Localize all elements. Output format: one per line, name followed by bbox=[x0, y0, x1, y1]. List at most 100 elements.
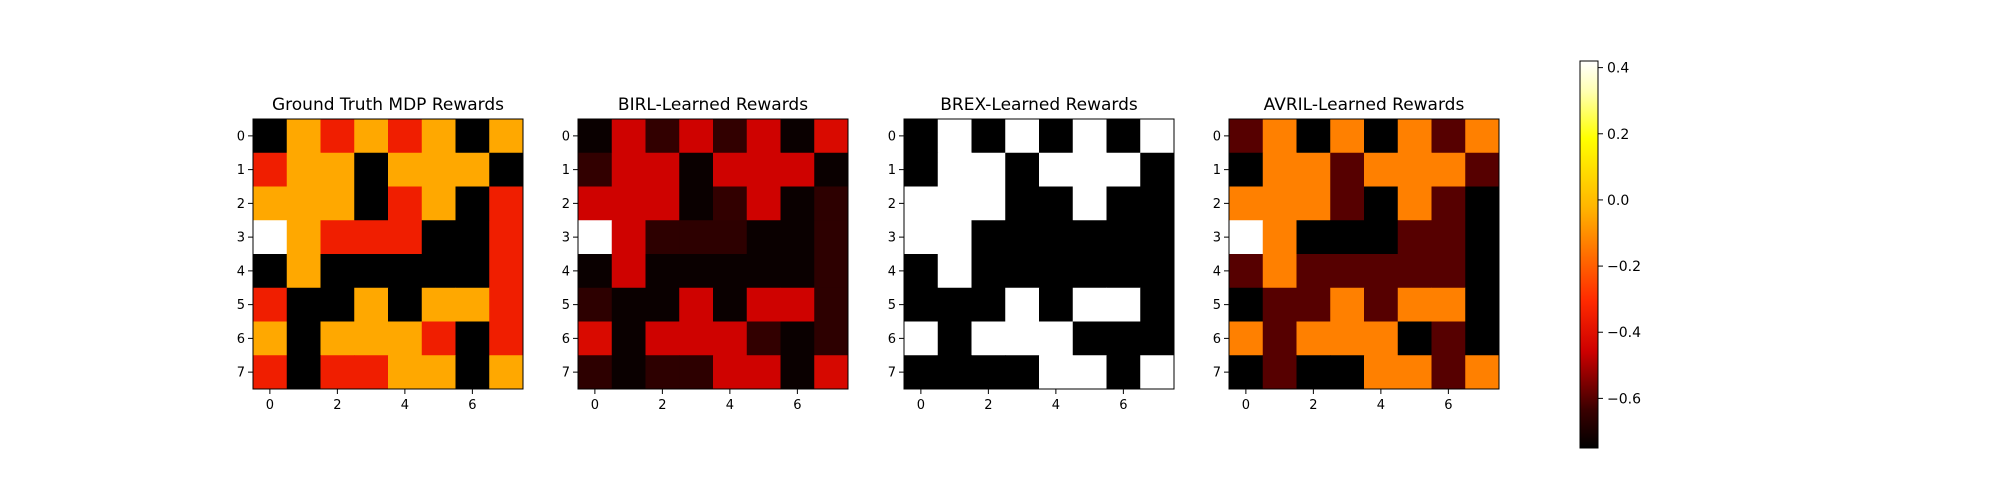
x-tick-label: 0 bbox=[917, 398, 925, 413]
heatmap-cell bbox=[679, 220, 714, 255]
heatmap-cell bbox=[1229, 186, 1264, 221]
heatmap-cell bbox=[455, 186, 490, 221]
colorbar-tick-label: −0.4 bbox=[1607, 325, 1641, 341]
heatmap-cell bbox=[645, 321, 680, 356]
heatmap-panel: AVRIL-Learned Rewards 0 2 4 6 0 1 2 3 4 5 6 7 bbox=[1213, 95, 1500, 413]
heatmap-cell bbox=[679, 254, 714, 289]
heatmap-cell bbox=[1397, 186, 1432, 221]
heatmap-cell bbox=[1330, 220, 1365, 255]
x-tick-label: 4 bbox=[401, 398, 409, 413]
heatmap-cell bbox=[455, 287, 490, 322]
heatmap-cell bbox=[286, 355, 321, 390]
heatmap-cell bbox=[904, 119, 939, 154]
heatmap-cell bbox=[421, 287, 456, 322]
y-tick-label: 6 bbox=[1213, 332, 1221, 347]
x-tick-label: 6 bbox=[468, 398, 476, 413]
heatmap-cell bbox=[1005, 186, 1040, 221]
heatmap-cell bbox=[1140, 152, 1175, 187]
heatmap-cell bbox=[746, 254, 781, 289]
heatmap-cell bbox=[489, 254, 524, 289]
y-tick-label: 6 bbox=[237, 332, 245, 347]
heatmap-cell bbox=[780, 355, 815, 390]
y-tick-label: 0 bbox=[562, 129, 570, 144]
heatmap-cell bbox=[388, 186, 423, 221]
heatmap-cell bbox=[1005, 355, 1040, 390]
heatmap-cell bbox=[1229, 321, 1264, 356]
heatmap-cell bbox=[320, 287, 355, 322]
heatmap-cell bbox=[388, 321, 423, 356]
heatmap-cell bbox=[780, 152, 815, 187]
y-tick-label: 0 bbox=[1213, 129, 1221, 144]
y-tick-label: 3 bbox=[562, 231, 570, 246]
axes-frame bbox=[252, 118, 524, 390]
heatmap-cell bbox=[455, 220, 490, 255]
heatmap-cell bbox=[1229, 287, 1264, 322]
heatmap-panel: BREX-Learned Rewards 0 2 4 6 0 1 2 3 4 5 6 7 bbox=[888, 95, 1175, 413]
heatmap-cell bbox=[1106, 254, 1141, 289]
heatmap-cell bbox=[253, 152, 288, 187]
heatmap-cell bbox=[1005, 152, 1040, 187]
y-tick-label: 0 bbox=[888, 129, 896, 144]
heatmap-cell bbox=[578, 186, 613, 221]
heatmap-cell bbox=[1229, 254, 1264, 289]
heatmap-cell bbox=[1330, 152, 1365, 187]
heatmap-cell bbox=[1262, 254, 1297, 289]
heatmap-cell bbox=[713, 321, 748, 356]
x-tick-label: 2 bbox=[658, 398, 666, 413]
heatmap-cell bbox=[1140, 321, 1175, 356]
heatmap-cell bbox=[1431, 254, 1466, 289]
heatmap-cell bbox=[1106, 321, 1141, 356]
y-tick-label: 3 bbox=[1213, 231, 1221, 246]
colorbar-frame bbox=[1579, 60, 1599, 449]
heatmap-cell bbox=[1431, 186, 1466, 221]
heatmap-cell bbox=[1072, 119, 1107, 154]
heatmap-cell bbox=[971, 254, 1006, 289]
heatmap-cell bbox=[1039, 152, 1074, 187]
heatmap-cell bbox=[904, 220, 939, 255]
heatmap-cell bbox=[645, 220, 680, 255]
heatmap-cell bbox=[578, 355, 613, 390]
heatmap-cell bbox=[421, 321, 456, 356]
heatmap-cell bbox=[489, 287, 524, 322]
heatmap-cell bbox=[354, 254, 389, 289]
heatmap-cell bbox=[746, 220, 781, 255]
y-tick-label: 4 bbox=[888, 264, 896, 279]
heatmap-cell bbox=[814, 355, 849, 390]
x-tick-label: 4 bbox=[726, 398, 734, 413]
heatmap-cell bbox=[421, 186, 456, 221]
x-tick-label: 6 bbox=[793, 398, 801, 413]
heatmap-cell bbox=[1364, 220, 1399, 255]
heatmap-cell bbox=[421, 119, 456, 154]
heatmap-cell bbox=[1330, 186, 1365, 221]
heatmap-cell bbox=[611, 355, 646, 390]
heatmap-cell bbox=[320, 119, 355, 154]
axes-frame bbox=[577, 118, 849, 390]
heatmap-cell bbox=[578, 321, 613, 356]
heatmap-cell bbox=[780, 287, 815, 322]
heatmap-cell bbox=[937, 254, 972, 289]
heatmap-cell bbox=[746, 119, 781, 154]
heatmap-cell bbox=[1005, 119, 1040, 154]
heatmap-cell bbox=[904, 152, 939, 187]
heatmap-cell bbox=[1072, 186, 1107, 221]
heatmap-cell bbox=[645, 152, 680, 187]
colorbar-tick-label: 0.0 bbox=[1607, 193, 1629, 209]
heatmap-cell bbox=[780, 220, 815, 255]
heatmap-cell bbox=[679, 152, 714, 187]
heatmap-cell bbox=[286, 186, 321, 221]
heatmap-cell bbox=[713, 287, 748, 322]
heatmap-cell bbox=[611, 152, 646, 187]
axes-frame bbox=[1228, 118, 1500, 390]
heatmap-cell bbox=[971, 355, 1006, 390]
heatmap-cell bbox=[1229, 220, 1264, 255]
heatmap-cell bbox=[489, 355, 524, 390]
heatmap-cell bbox=[645, 119, 680, 154]
heatmap-cell bbox=[388, 254, 423, 289]
heatmap-cell bbox=[679, 321, 714, 356]
y-tick-label: 1 bbox=[237, 163, 245, 178]
heatmap-cell bbox=[286, 321, 321, 356]
heatmap-cell bbox=[253, 287, 288, 322]
x-tick-label: 2 bbox=[333, 398, 341, 413]
heatmap-cell bbox=[286, 152, 321, 187]
heatmap-cell bbox=[388, 152, 423, 187]
